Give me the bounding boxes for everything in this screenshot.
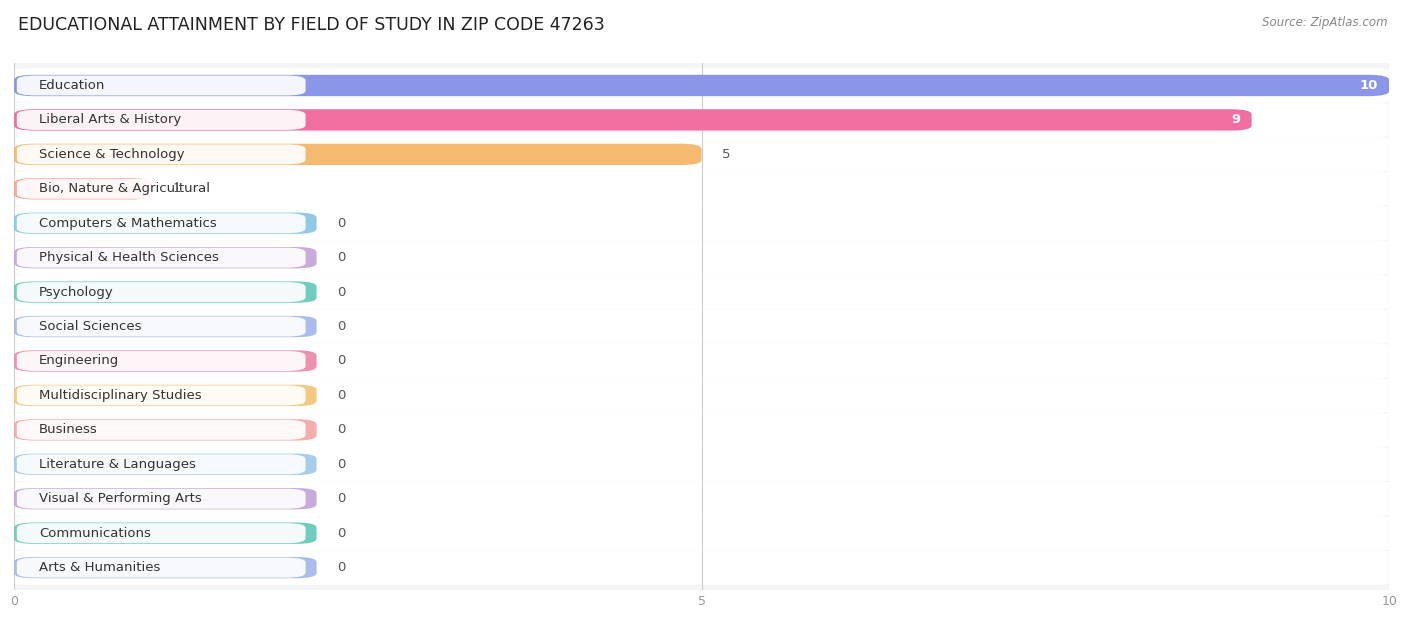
Text: Liberal Arts & History: Liberal Arts & History	[39, 114, 181, 126]
FancyBboxPatch shape	[14, 109, 1251, 131]
FancyBboxPatch shape	[14, 488, 316, 509]
FancyBboxPatch shape	[7, 378, 1396, 413]
FancyBboxPatch shape	[7, 206, 1396, 240]
FancyBboxPatch shape	[7, 240, 1396, 275]
Text: 0: 0	[337, 457, 346, 471]
FancyBboxPatch shape	[17, 420, 305, 440]
FancyBboxPatch shape	[7, 137, 1396, 172]
FancyBboxPatch shape	[17, 558, 305, 577]
FancyBboxPatch shape	[17, 489, 305, 509]
FancyBboxPatch shape	[17, 523, 305, 543]
Text: 10: 10	[1360, 79, 1378, 92]
Text: 0: 0	[337, 423, 346, 437]
Text: 0: 0	[337, 355, 346, 367]
FancyBboxPatch shape	[14, 247, 316, 268]
FancyBboxPatch shape	[14, 350, 316, 372]
FancyBboxPatch shape	[14, 144, 702, 165]
FancyBboxPatch shape	[7, 309, 1396, 344]
FancyBboxPatch shape	[17, 110, 305, 130]
FancyBboxPatch shape	[14, 75, 1389, 96]
Text: 0: 0	[337, 320, 346, 333]
Text: Visual & Performing Arts: Visual & Performing Arts	[39, 492, 201, 505]
Text: 0: 0	[337, 389, 346, 402]
FancyBboxPatch shape	[17, 351, 305, 371]
FancyBboxPatch shape	[14, 454, 316, 475]
Text: 1: 1	[172, 182, 181, 196]
Text: 9: 9	[1232, 114, 1240, 126]
Text: Science & Technology: Science & Technology	[39, 148, 184, 161]
FancyBboxPatch shape	[17, 248, 305, 268]
FancyBboxPatch shape	[14, 522, 316, 544]
Text: 0: 0	[337, 286, 346, 298]
FancyBboxPatch shape	[7, 172, 1396, 206]
FancyBboxPatch shape	[7, 344, 1396, 378]
FancyBboxPatch shape	[14, 281, 316, 303]
FancyBboxPatch shape	[7, 481, 1396, 516]
FancyBboxPatch shape	[17, 76, 305, 95]
FancyBboxPatch shape	[17, 179, 305, 199]
Text: Education: Education	[39, 79, 105, 92]
FancyBboxPatch shape	[14, 385, 316, 406]
FancyBboxPatch shape	[14, 213, 316, 234]
Text: Physical & Health Sciences: Physical & Health Sciences	[39, 251, 219, 264]
Text: Psychology: Psychology	[39, 286, 114, 298]
FancyBboxPatch shape	[14, 316, 316, 337]
FancyBboxPatch shape	[17, 144, 305, 164]
FancyBboxPatch shape	[17, 386, 305, 405]
Text: 0: 0	[337, 492, 346, 505]
Text: Multidisciplinary Studies: Multidisciplinary Studies	[39, 389, 201, 402]
FancyBboxPatch shape	[14, 419, 316, 440]
Text: EDUCATIONAL ATTAINMENT BY FIELD OF STUDY IN ZIP CODE 47263: EDUCATIONAL ATTAINMENT BY FIELD OF STUDY…	[18, 16, 605, 34]
Text: Business: Business	[39, 423, 97, 437]
Text: Social Sciences: Social Sciences	[39, 320, 142, 333]
Text: Arts & Humanities: Arts & Humanities	[39, 561, 160, 574]
Text: Computers & Mathematics: Computers & Mathematics	[39, 216, 217, 230]
FancyBboxPatch shape	[7, 68, 1396, 103]
Text: Communications: Communications	[39, 527, 150, 540]
Text: Source: ZipAtlas.com: Source: ZipAtlas.com	[1263, 16, 1388, 29]
FancyBboxPatch shape	[17, 317, 305, 336]
FancyBboxPatch shape	[17, 282, 305, 302]
FancyBboxPatch shape	[17, 454, 305, 475]
FancyBboxPatch shape	[7, 516, 1396, 550]
Text: 0: 0	[337, 251, 346, 264]
Text: 0: 0	[337, 216, 346, 230]
FancyBboxPatch shape	[17, 213, 305, 233]
Text: Bio, Nature & Agricultural: Bio, Nature & Agricultural	[39, 182, 209, 196]
Text: Literature & Languages: Literature & Languages	[39, 457, 195, 471]
FancyBboxPatch shape	[14, 557, 316, 578]
Text: 0: 0	[337, 561, 346, 574]
FancyBboxPatch shape	[7, 103, 1396, 137]
Text: 0: 0	[337, 527, 346, 540]
FancyBboxPatch shape	[14, 178, 152, 199]
Text: Engineering: Engineering	[39, 355, 120, 367]
FancyBboxPatch shape	[7, 413, 1396, 447]
Text: 5: 5	[723, 148, 731, 161]
FancyBboxPatch shape	[7, 550, 1396, 585]
FancyBboxPatch shape	[7, 447, 1396, 481]
FancyBboxPatch shape	[7, 275, 1396, 309]
